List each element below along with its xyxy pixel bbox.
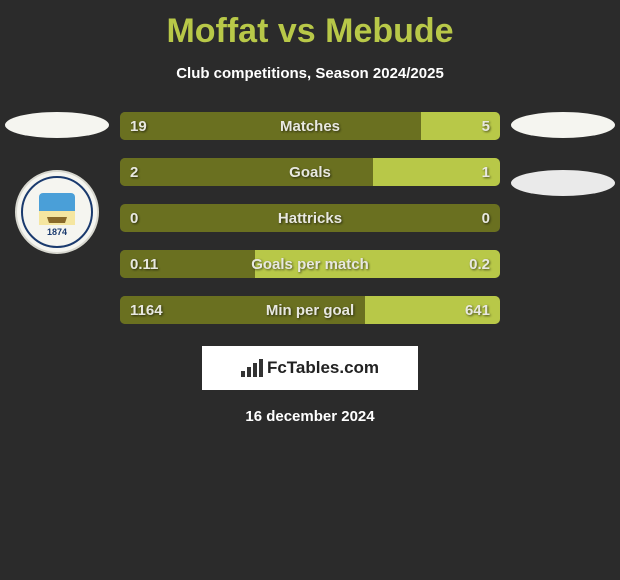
comparison-row: Goals per match0.110.2: [120, 250, 500, 278]
bar-right-segment: [373, 158, 500, 186]
footer-date: 16 december 2024: [0, 408, 620, 425]
bar-right-segment: [365, 296, 500, 324]
bar-right-segment: [255, 250, 500, 278]
footer-logo-text: FcTables.com: [267, 358, 379, 378]
left-player-column: 1874: [2, 112, 112, 254]
badge-ship-icon: [47, 213, 67, 223]
bar-right-segment: [421, 112, 500, 140]
bar-left-segment: [120, 158, 373, 186]
subtitle: Club competitions, Season 2024/2025: [0, 65, 620, 82]
badge-mid-panel: [39, 211, 75, 225]
comparison-area: 1874 Matches195 Goals21 Hattricks00 Goals p…: [0, 112, 620, 324]
comparison-row: Matches195: [120, 112, 500, 140]
comparison-row: Goals21: [120, 158, 500, 186]
right-player-avatar: [511, 112, 615, 138]
footer-logo-box: FcTables.com: [202, 346, 418, 390]
bar-left-segment: [120, 250, 255, 278]
bar-left-segment: [120, 296, 365, 324]
bar-left-segment: [120, 112, 421, 140]
right-player-column: [508, 112, 618, 196]
comparison-bars: Matches195 Goals21 Hattricks00 Goals per ma…: [120, 112, 500, 324]
bar-left-segment: [120, 204, 500, 232]
comparison-row: Min per goal1164641: [120, 296, 500, 324]
right-club-ellipse: [511, 170, 615, 196]
left-player-avatar: [5, 112, 109, 138]
comparison-row: Hattricks00: [120, 204, 500, 232]
fctables-chart-icon: [241, 359, 263, 377]
page-title: Moffat vs Mebude: [0, 0, 620, 51]
left-club-badge: 1874: [15, 170, 99, 254]
